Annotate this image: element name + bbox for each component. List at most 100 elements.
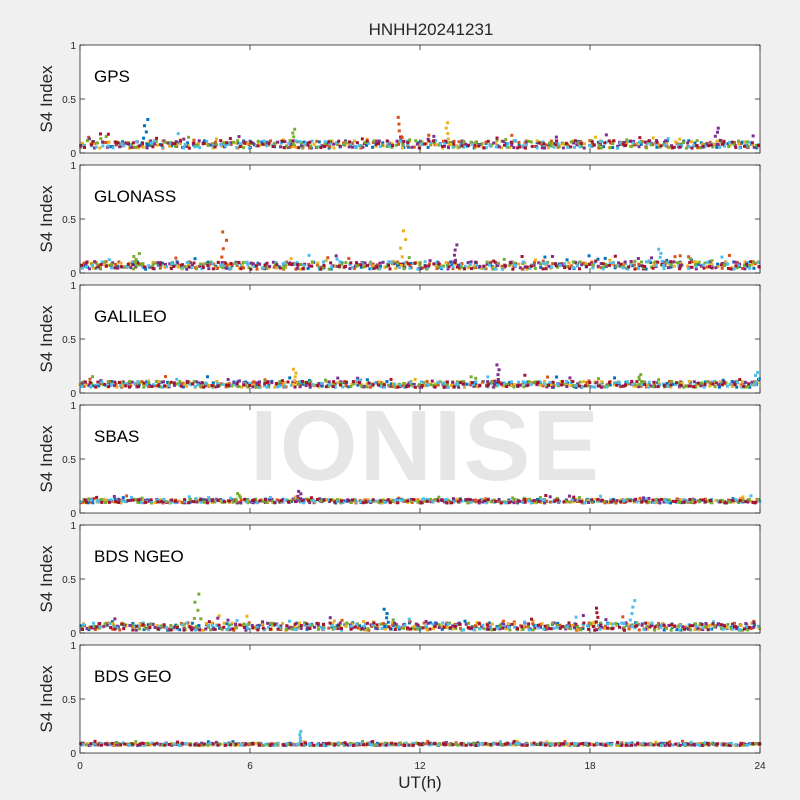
data-point <box>327 146 331 150</box>
data-point <box>289 257 293 261</box>
data-point <box>564 379 568 383</box>
data-point <box>603 501 607 505</box>
data-point <box>474 266 478 270</box>
data-point <box>101 383 105 387</box>
data-point <box>530 743 534 747</box>
data-point <box>138 622 142 626</box>
data-point <box>683 627 687 631</box>
data-point <box>450 626 454 630</box>
data-point <box>183 742 187 746</box>
data-point <box>618 264 622 268</box>
data-point <box>723 501 727 505</box>
data-point <box>208 384 212 388</box>
data-point <box>549 139 553 143</box>
data-point <box>719 498 723 502</box>
data-point <box>225 141 229 145</box>
data-point <box>81 266 85 270</box>
data-point <box>618 141 622 145</box>
data-point <box>220 382 224 386</box>
data-point <box>316 261 320 265</box>
peak-point <box>596 615 600 619</box>
data-point <box>106 132 110 136</box>
data-point <box>277 499 281 503</box>
data-point <box>110 379 114 383</box>
data-point <box>570 742 574 746</box>
peak-point <box>194 625 198 629</box>
data-point <box>308 623 312 627</box>
data-point <box>508 146 512 150</box>
data-point <box>425 628 429 632</box>
data-point <box>671 743 675 747</box>
data-point <box>110 266 114 270</box>
data-point <box>524 143 528 147</box>
data-point <box>587 254 591 258</box>
data-point <box>611 622 615 626</box>
data-point <box>185 380 189 384</box>
data-point <box>491 267 495 271</box>
data-point <box>682 139 686 143</box>
data-point <box>407 743 411 747</box>
data-point <box>316 743 320 747</box>
data-point <box>622 384 626 388</box>
data-point <box>588 144 592 148</box>
data-point <box>299 141 303 145</box>
data-point <box>205 375 209 379</box>
data-point <box>537 499 541 503</box>
data-point <box>176 265 180 269</box>
data-point <box>501 626 505 630</box>
data-point <box>550 265 554 269</box>
peak-point <box>658 255 662 259</box>
data-point <box>104 140 108 144</box>
data-point <box>427 264 431 268</box>
data-point <box>480 500 484 504</box>
data-point <box>597 146 601 150</box>
data-point <box>539 265 543 269</box>
data-point <box>305 622 309 626</box>
data-point <box>144 500 148 504</box>
data-point <box>247 621 251 625</box>
data-point <box>423 260 427 264</box>
data-point <box>182 137 186 141</box>
data-point <box>535 500 539 504</box>
data-point <box>170 262 174 266</box>
data-point <box>504 501 508 505</box>
data-point <box>684 499 688 503</box>
peak-point <box>446 137 450 141</box>
data-point <box>88 267 92 271</box>
data-point <box>371 740 375 744</box>
data-point <box>573 498 577 502</box>
data-point <box>168 382 172 386</box>
data-point <box>124 384 128 388</box>
data-point <box>748 266 752 270</box>
data-point <box>224 385 228 389</box>
data-point <box>508 742 512 746</box>
data-point <box>746 261 750 265</box>
data-point <box>269 139 273 143</box>
data-point <box>231 140 235 144</box>
data-point <box>79 145 83 149</box>
data-point <box>533 258 537 262</box>
data-point <box>200 741 204 745</box>
data-point <box>529 501 533 505</box>
data-point <box>273 262 277 266</box>
data-point <box>169 500 173 504</box>
data-point <box>679 261 683 265</box>
data-point <box>166 380 170 384</box>
data-point <box>269 627 273 631</box>
data-point <box>210 500 214 504</box>
data-point <box>408 138 412 142</box>
data-point <box>474 376 478 380</box>
data-point <box>427 139 431 143</box>
data-point <box>280 499 284 503</box>
data-point <box>328 621 332 625</box>
data-point <box>407 617 411 621</box>
data-point <box>146 742 150 746</box>
data-point <box>520 625 524 629</box>
data-point <box>85 139 89 143</box>
data-point <box>576 624 580 628</box>
data-point <box>506 741 510 745</box>
data-point <box>276 140 280 144</box>
data-point <box>100 380 104 384</box>
data-point <box>740 742 744 746</box>
data-point <box>566 381 570 385</box>
